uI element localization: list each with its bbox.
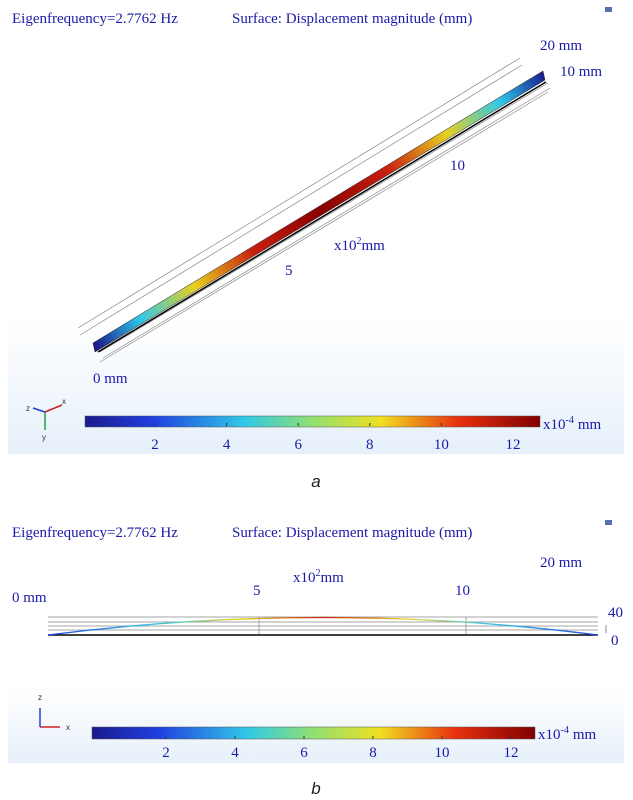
colorbar — [85, 416, 540, 427]
tick-label: 8 — [369, 745, 377, 761]
window-icon[interactable] — [605, 520, 612, 525]
tick-label: 2 — [151, 437, 159, 453]
figure: Eigenfrequency=2.7762 Hz Surface: Displa… — [0, 0, 633, 800]
tick-label: 6 — [300, 745, 308, 761]
start-label: 0 mm — [93, 371, 128, 387]
header-frequency: Eigenfrequency=2.7762 Hz — [12, 11, 178, 27]
tick-label: 4 — [223, 437, 231, 453]
tick-label: 6 — [294, 437, 302, 453]
mid-label: 5 — [253, 583, 261, 599]
tick-label: 12 — [504, 745, 519, 761]
width-side-label: 10 mm — [560, 64, 602, 80]
tick-label: 10 — [435, 745, 450, 761]
height-top-label: 40 — [608, 605, 623, 621]
axis-z: z — [38, 693, 42, 702]
axis-x: x — [62, 397, 66, 406]
mid-label: 5 — [285, 263, 293, 279]
width-top-label: 20 mm — [540, 38, 582, 54]
caption: b — [311, 779, 320, 798]
height-bottom-label: 0 — [611, 633, 619, 649]
tick-label: 10 — [434, 437, 449, 453]
width-top-label: 20 mm — [540, 555, 582, 571]
colorbar — [92, 727, 535, 739]
axis-z: z — [26, 404, 30, 413]
tick-label: 4 — [231, 745, 239, 761]
axis-y: y — [42, 433, 46, 442]
tick-label: 12 — [506, 437, 521, 453]
window-icon[interactable] — [605, 7, 612, 12]
viewport — [8, 515, 624, 763]
tick-label: 2 — [162, 745, 170, 761]
header-frequency: Eigenfrequency=2.7762 Hz — [12, 525, 178, 541]
end-label: 10 — [450, 158, 465, 174]
axis-x: x — [66, 723, 70, 732]
caption: a — [311, 472, 320, 491]
panel-a: Eigenfrequency=2.7762 Hz Surface: Displa… — [8, 2, 624, 491]
header-surface: Surface: Displacement magnitude (mm) — [232, 11, 472, 27]
start-label: 0 mm — [12, 590, 47, 606]
header-surface: Surface: Displacement magnitude (mm) — [232, 525, 472, 541]
panel-b: Eigenfrequency=2.7762 Hz Surface: Displa… — [8, 515, 624, 798]
end-label: 10 — [455, 583, 470, 599]
tick-label: 8 — [366, 437, 374, 453]
